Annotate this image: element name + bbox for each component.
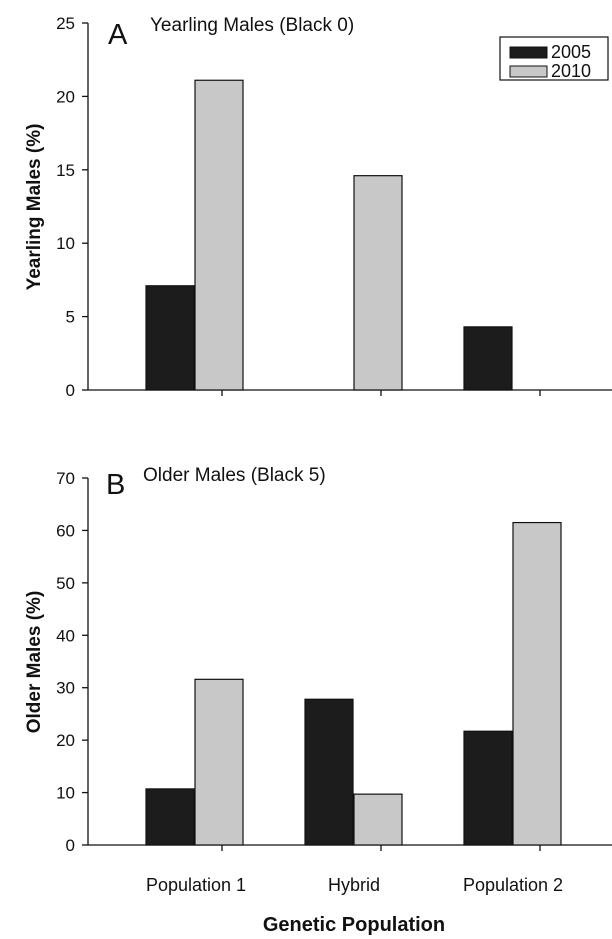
panel-a-y-tick-label: 5 — [66, 308, 75, 327]
legend: 2005 2010 — [499, 36, 609, 81]
panel-b-y-tick-label: 20 — [56, 731, 75, 750]
panel-b-letter: B — [106, 469, 125, 501]
panel-b-y-tick-label: 40 — [56, 626, 75, 645]
panel-a-y-tick-label: 0 — [66, 381, 75, 400]
category-label-population-1: Population 1 — [146, 875, 246, 895]
panel-b: B Older Males (Black 5) Older Males (%) … — [24, 465, 612, 936]
panel-a-title: Yearling Males (Black 0) — [150, 15, 354, 36]
panel-a-y-axis-label: Yearling Males (%) — [24, 124, 45, 291]
panel-b-category-labels: Population 1 Hybrid Population 2 — [146, 875, 563, 895]
panel-b-bar-2005-population-2 — [463, 730, 513, 846]
panel-a-y-tick-label: 10 — [56, 234, 75, 253]
panel-b-bar-2005-population-1 — [145, 788, 195, 846]
legend-swatch-2005 — [509, 46, 548, 59]
panel-a-y-tick-label: 25 — [56, 14, 75, 33]
panel-b-bar-2005-hybrid — [304, 698, 354, 846]
panel-b-bar-2010-population-1 — [194, 678, 244, 846]
panel-b-y-tick-label: 10 — [56, 784, 75, 803]
panel-a-letter: A — [108, 19, 128, 51]
panel-b-bars — [145, 521, 562, 846]
panel-b-y-tick-label: 60 — [56, 521, 75, 540]
legend-label-2010: 2010 — [551, 61, 591, 81]
legend-swatch-2010 — [509, 65, 548, 78]
panel-a-y-tick-label: 20 — [56, 87, 75, 106]
panel-a: A Yearling Males (Black 0) Yearling Male… — [24, 14, 612, 400]
panel-a-bars — [145, 79, 513, 391]
category-label-population-2: Population 2 — [463, 875, 563, 895]
panel-a-bar-2005-population-2 — [463, 326, 513, 391]
panel-b-bar-2010-hybrid — [353, 793, 403, 846]
panel-b-y-axis-label: Older Males (%) — [24, 591, 45, 734]
panel-b-y-tick-label: 70 — [56, 469, 75, 488]
category-label-hybrid: Hybrid — [328, 875, 380, 895]
x-axis-label: Genetic Population — [263, 914, 445, 936]
panel-b-y-tick-label: 0 — [66, 836, 75, 855]
panel-a-bar-2010-hybrid — [353, 175, 403, 391]
panel-a-bar-2005-population-1 — [145, 285, 195, 391]
panel-b-title: Older Males (Black 5) — [143, 465, 326, 486]
panel-a-y-tick-label: 15 — [56, 161, 75, 180]
legend-label-2005: 2005 — [551, 42, 591, 62]
panel-a-bar-2010-population-1 — [194, 79, 244, 391]
panel-b-y-tick-label: 30 — [56, 679, 75, 698]
panel-b-y-tick-label: 50 — [56, 574, 75, 593]
panel-b-bar-2010-population-2 — [512, 521, 562, 846]
